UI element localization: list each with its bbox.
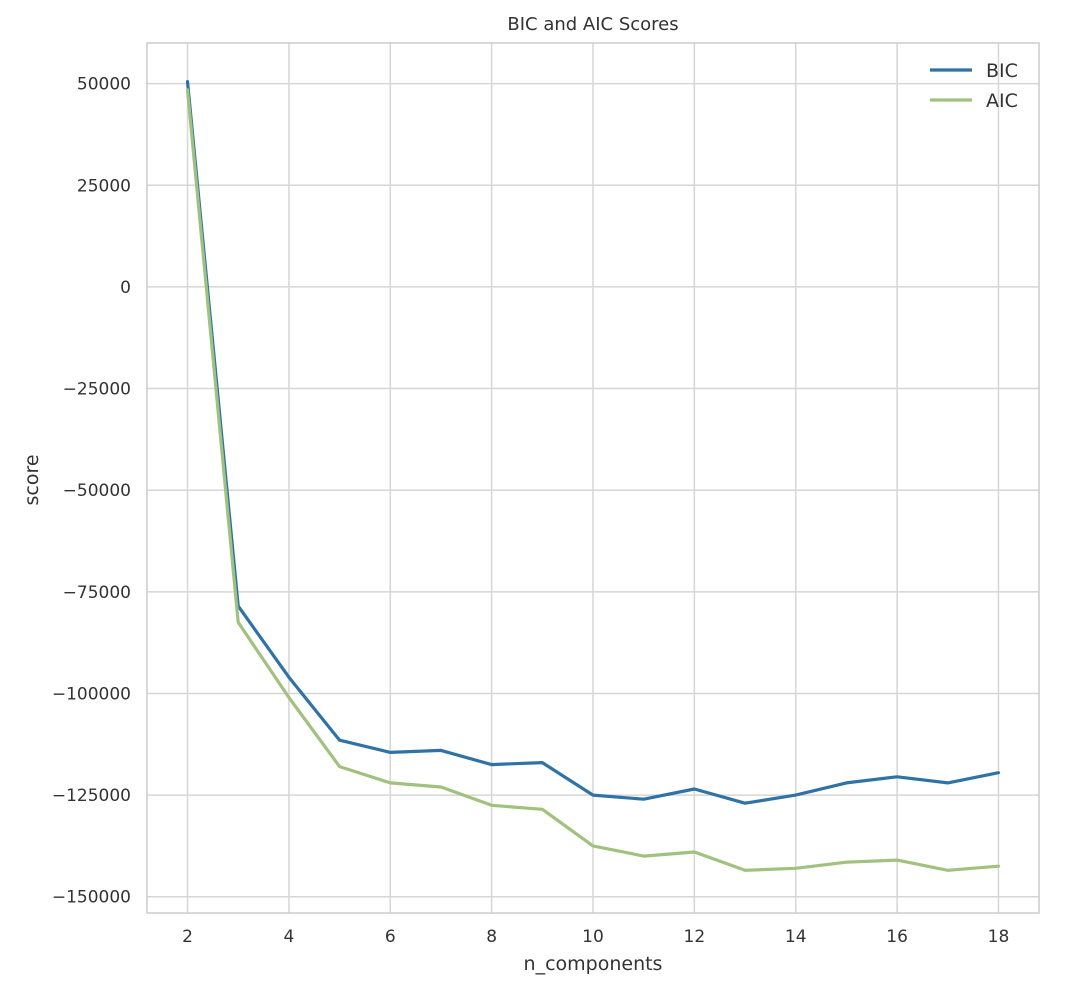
y-tick-label: −150000: [52, 888, 131, 908]
y-tick-label: −25000: [63, 380, 131, 400]
x-tick-label: 4: [283, 927, 294, 947]
y-tick-label: 25000: [77, 176, 131, 196]
y-tick-label: −125000: [52, 786, 131, 806]
y-tick-label: 0: [120, 278, 131, 298]
chart-title: BIC and AIC Scores: [507, 14, 678, 35]
series-line-aic: [185, 88, 1001, 872]
x-tick-label: 18: [988, 927, 1010, 947]
y-tick-label: −75000: [63, 583, 131, 603]
x-tick-label: 12: [684, 927, 706, 947]
x-tick-label: 14: [785, 927, 807, 947]
legend: BIC AIC: [930, 60, 1018, 112]
series-line-bic: [185, 79, 1001, 805]
y-tick-label: −100000: [52, 684, 131, 704]
legend-label-bic: BIC: [986, 60, 1018, 82]
x-tick-label: 2: [182, 927, 193, 947]
x-tick-label: 16: [886, 927, 908, 947]
x-axis-title: n_components: [524, 953, 663, 975]
y-axis-title: score: [21, 454, 43, 505]
x-tick-label: 8: [486, 927, 497, 947]
y-axis-tick-labels: 50000 25000 0 −25000 −50000 −75000 −100000 −125…: [52, 75, 131, 908]
plot-area: [146, 42, 1040, 914]
y-tick-label: −50000: [63, 481, 131, 501]
gridlines: [147, 43, 1039, 913]
x-tick-label: 6: [385, 927, 396, 947]
x-tick-label: 10: [582, 927, 604, 947]
x-axis-tick-labels: 2 4 6 8 10 12 14 16 18: [182, 927, 1009, 947]
plot-frame: [146, 42, 1040, 914]
y-tick-label: 50000: [77, 75, 131, 95]
legend-label-aic: AIC: [986, 90, 1018, 112]
series-layer: [185, 79, 1001, 872]
